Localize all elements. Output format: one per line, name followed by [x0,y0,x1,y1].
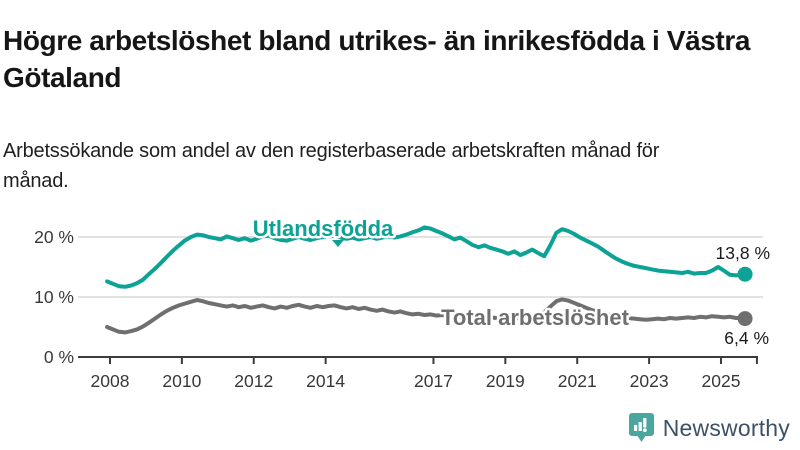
label-pointer-triangle-icon [332,240,344,247]
x-tick-label-2014: 2014 [306,371,345,391]
newsworthy-logo[interactable]: Newsworthy [628,410,790,446]
newsworthy-wordmark: Newsworthy [662,414,790,441]
end-value-label-utlandsfodda: 13,8 % [716,243,770,263]
chart-title: Högre arbetslöshet bland utrikes- än inr… [3,24,751,93]
y-tick-label-20: 20 % [34,227,74,247]
x-tick-label-2023: 2023 [630,371,669,391]
series-label-total-arbetsloshet: Total arbetslöshet [441,305,630,330]
x-tick-label-2025: 2025 [702,371,741,391]
x-tick-label-2008: 2008 [91,371,130,391]
end-value-label-total: 6,4 % [724,328,769,348]
x-axis: 2008 2010 2012 2014 2017 2019 2021 2023 2025 [78,356,758,391]
series-annotations: Utlandsfödda Total arbetslöshet 13,8 % 6,4 … [250,214,770,349]
x-tick-label-2019: 2019 [486,371,525,391]
y-tick-label-0: 0 % [44,347,74,367]
series-end-dot-1 [737,311,753,327]
y-tick-label-10: 10 % [34,287,74,307]
chart-subtitle: Arbetssökande som andel av den registerb… [3,140,660,192]
series-label-utlandsfodda: Utlandsfödda [253,216,394,241]
x-tick-label-2010: 2010 [162,371,201,391]
series-lines [105,225,753,335]
newsworthy-icon [628,413,654,442]
logo-bars [633,418,647,433]
x-tick-label-2021: 2021 [558,371,597,391]
series-line-1 [105,297,748,335]
y-axis-labels: 0 % 10 % 20 % [34,227,74,367]
series-line-0 [105,225,748,289]
series-end-dot-0 [737,266,753,282]
x-tick-label-2012: 2012 [234,371,273,391]
x-tick-label-2017: 2017 [414,371,453,391]
